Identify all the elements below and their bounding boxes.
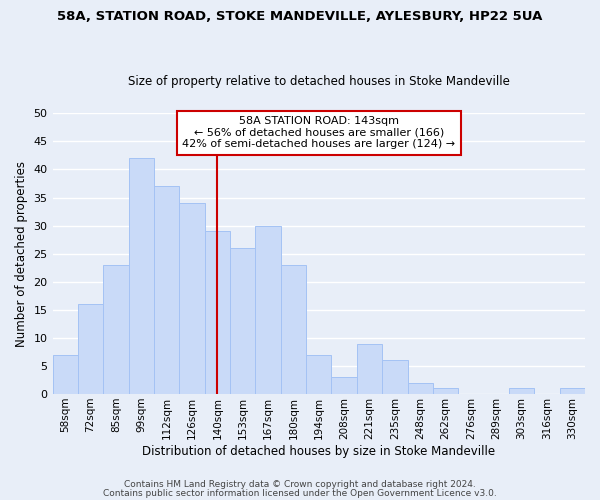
Bar bbox=[306, 354, 331, 394]
Bar bbox=[433, 388, 458, 394]
Title: Size of property relative to detached houses in Stoke Mandeville: Size of property relative to detached ho… bbox=[128, 76, 510, 88]
Bar bbox=[357, 344, 382, 394]
Bar bbox=[560, 388, 585, 394]
Bar bbox=[103, 265, 128, 394]
Bar bbox=[230, 248, 256, 394]
Bar bbox=[205, 231, 230, 394]
Text: Contains public sector information licensed under the Open Government Licence v3: Contains public sector information licen… bbox=[103, 488, 497, 498]
Bar bbox=[78, 304, 103, 394]
Bar bbox=[509, 388, 534, 394]
Text: 58A, STATION ROAD, STOKE MANDEVILLE, AYLESBURY, HP22 5UA: 58A, STATION ROAD, STOKE MANDEVILLE, AYL… bbox=[58, 10, 542, 23]
Y-axis label: Number of detached properties: Number of detached properties bbox=[15, 160, 28, 346]
Bar bbox=[128, 158, 154, 394]
Text: 58A STATION ROAD: 143sqm
← 56% of detached houses are smaller (166)
42% of semi-: 58A STATION ROAD: 143sqm ← 56% of detach… bbox=[182, 116, 455, 150]
Text: Contains HM Land Registry data © Crown copyright and database right 2024.: Contains HM Land Registry data © Crown c… bbox=[124, 480, 476, 489]
Bar bbox=[281, 265, 306, 394]
Bar bbox=[179, 203, 205, 394]
Bar bbox=[331, 377, 357, 394]
Bar bbox=[53, 354, 78, 394]
Bar bbox=[154, 186, 179, 394]
Bar bbox=[382, 360, 407, 394]
Bar bbox=[256, 226, 281, 394]
X-axis label: Distribution of detached houses by size in Stoke Mandeville: Distribution of detached houses by size … bbox=[142, 444, 496, 458]
Bar bbox=[407, 383, 433, 394]
